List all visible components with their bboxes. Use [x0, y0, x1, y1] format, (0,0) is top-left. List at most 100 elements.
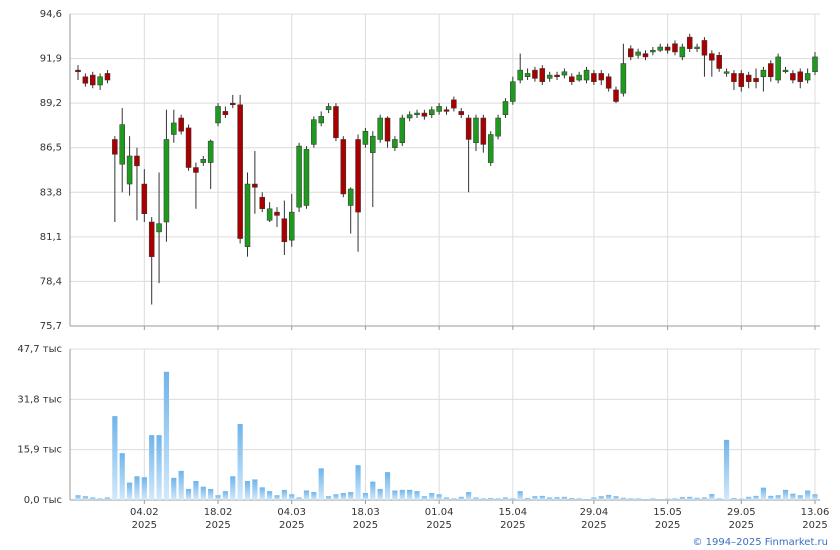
volume-bar	[185, 488, 192, 500]
candle-body	[775, 56, 781, 81]
x-tick-label: 29.04	[580, 507, 609, 518]
candle-body	[745, 74, 752, 82]
volume-bar	[259, 487, 265, 500]
volume-bar	[97, 498, 103, 500]
y-tick-label: 0,0 тыс	[24, 495, 62, 506]
candle-body	[414, 112, 420, 115]
volume-bar	[399, 489, 405, 500]
volume-bar	[436, 494, 442, 500]
volume-bar	[723, 439, 730, 500]
volume-bar	[650, 498, 656, 500]
candle-body	[215, 106, 221, 124]
volume-bar	[760, 487, 767, 500]
y-tick-label: 86,5	[40, 143, 62, 154]
volume-bar	[805, 490, 811, 500]
volume-bar	[355, 465, 361, 500]
candle-body	[620, 63, 627, 94]
candle-body	[392, 139, 398, 148]
candle-body	[141, 183, 148, 214]
candle-body	[650, 50, 656, 53]
x-tick-year: 2025	[500, 520, 525, 531]
candle-body	[628, 48, 634, 58]
candle-body	[517, 69, 523, 81]
volume-bar	[488, 498, 494, 500]
volume-bar	[267, 491, 273, 500]
candle-body	[473, 117, 479, 144]
candle-body	[296, 145, 302, 208]
volume-bar	[812, 494, 818, 500]
volume-bar	[303, 490, 310, 500]
volume-bar	[215, 495, 221, 500]
candle-body	[406, 114, 413, 119]
candle-body	[134, 155, 140, 167]
candle-body	[760, 69, 767, 77]
volume-bar	[620, 497, 626, 500]
volume-bar	[141, 477, 147, 500]
volume-bar	[252, 479, 258, 500]
volume-bar	[178, 470, 184, 500]
volume-bar	[104, 497, 111, 500]
source: © 1994–2025 Finmarket.ru	[692, 537, 828, 548]
volume-bar	[731, 498, 737, 500]
x-tick-year: 2025	[802, 520, 827, 531]
candle-body	[362, 130, 369, 145]
y-tick-label: 75,7	[40, 321, 62, 332]
volume-bar	[325, 496, 332, 500]
volume-bar	[318, 468, 324, 500]
volume-bar	[348, 492, 354, 500]
x-tick-year: 2025	[279, 520, 304, 531]
x-tick-label: 18.02	[204, 507, 233, 518]
x-tick-label: 13.06	[801, 507, 830, 518]
volume-bar	[414, 491, 420, 500]
x-tick-year: 2025	[581, 520, 606, 531]
y-tick-label: 91,9	[40, 54, 62, 65]
volume-bar	[429, 493, 435, 500]
candle-body	[347, 188, 354, 206]
volume-bar	[193, 481, 199, 500]
candle-body	[193, 167, 199, 173]
volume-bar	[768, 495, 774, 500]
volume-bar	[222, 491, 228, 500]
candle-body	[539, 68, 546, 82]
candle-body	[311, 119, 317, 145]
x-tick-year: 2025	[132, 520, 157, 531]
candle-body	[97, 76, 103, 86]
candle-body	[635, 51, 641, 56]
candle-body	[723, 71, 730, 74]
candle-body	[185, 127, 192, 168]
x-tick-label: 29.05	[727, 507, 756, 518]
candle-body	[252, 183, 258, 188]
volume-bar	[421, 496, 427, 500]
volume-bar	[473, 497, 479, 500]
volume-bar	[642, 499, 649, 500]
candle-body	[664, 46, 671, 51]
y-tick-label: 78,4	[40, 276, 62, 287]
candle-body	[340, 139, 347, 195]
candle-body	[112, 139, 118, 155]
volume-bar	[377, 488, 383, 500]
volume-bar	[709, 493, 715, 500]
volume-bar	[289, 494, 295, 500]
candle-body	[370, 135, 376, 153]
candle-body	[325, 106, 332, 110]
candle-body	[768, 63, 774, 77]
candle-body	[421, 112, 428, 117]
candle-body	[502, 101, 509, 115]
volume-bar	[539, 495, 545, 500]
volume-bar	[244, 481, 251, 500]
candle-body	[790, 73, 796, 81]
candle-body	[487, 134, 494, 163]
volume-bar	[370, 481, 376, 500]
volume-bar	[90, 497, 96, 500]
volume-bar	[790, 493, 796, 500]
candle-body	[709, 53, 715, 61]
candle-body	[753, 78, 759, 82]
volume-bar	[112, 416, 118, 500]
volume-bar	[126, 482, 133, 500]
volume-bar	[679, 497, 685, 500]
y-tick-label: 81,1	[40, 232, 62, 243]
volume-bar	[237, 424, 243, 500]
volume-bar	[281, 489, 287, 500]
y-tick-label: 47,7 тыс	[17, 344, 62, 355]
